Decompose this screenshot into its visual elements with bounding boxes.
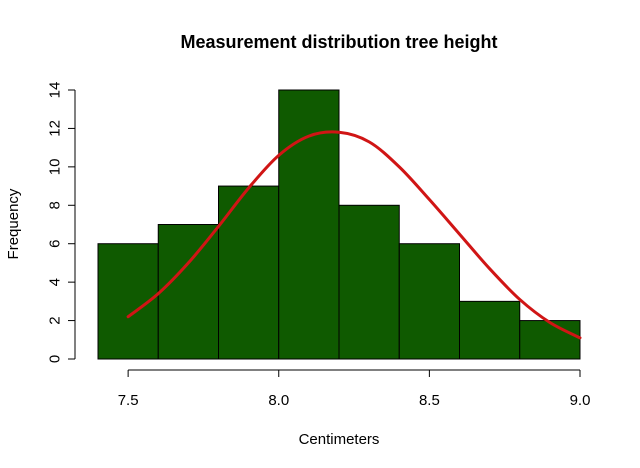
y-tick-label: 10	[47, 159, 64, 176]
histogram-bar-6	[398, 243, 460, 360]
histogram-bar-5	[338, 204, 400, 360]
y-tick-label: 0	[47, 355, 64, 363]
y-axis-label: Frequency	[5, 188, 22, 259]
histogram-bar-2	[157, 224, 219, 360]
y-tick-label: 2	[47, 316, 64, 324]
histogram-bar-4	[278, 89, 340, 360]
x-axis-label: Centimeters	[299, 431, 380, 448]
density-curve	[126, 130, 582, 340]
histogram-bar-7	[459, 300, 521, 360]
x-axis: 7.5 8.0 8.5 9.0	[118, 369, 591, 409]
x-tick-label: 8.5	[419, 392, 440, 409]
y-tick-label: 12	[47, 120, 64, 137]
y-tick-label: 14	[47, 82, 64, 99]
bars-group	[97, 89, 581, 360]
x-tick-label: 8.0	[268, 392, 289, 409]
y-axis: 0 2 4 6 8 10 12 14	[47, 82, 76, 363]
y-tick-label: 4	[47, 278, 64, 286]
y-tick-label: 6	[47, 240, 64, 248]
x-tick-label: 7.5	[118, 392, 139, 409]
chart-title: Measurement distribution tree height	[180, 32, 497, 52]
histogram-bar-3	[218, 185, 280, 360]
x-tick-label: 9.0	[570, 392, 591, 409]
y-tick-label: 8	[47, 201, 64, 209]
histogram-bar-8	[519, 320, 581, 360]
